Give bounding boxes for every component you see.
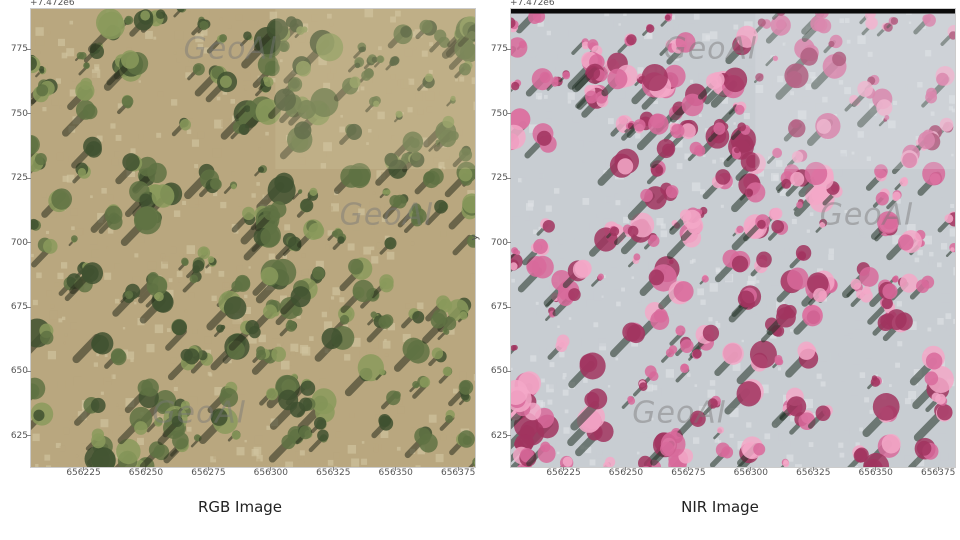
x-tick-mark	[875, 467, 876, 471]
y-offset-text: +7.472e6	[30, 0, 75, 8]
x-tick-mark	[270, 467, 271, 471]
y-tick-label: 750	[11, 109, 28, 119]
y-tick-mark	[507, 242, 511, 243]
y-tick-mark	[507, 178, 511, 179]
y-axis: y775750725700675650625	[0, 8, 30, 468]
x-tick-mark	[458, 467, 459, 471]
x-tick-mark	[83, 467, 84, 471]
x-tick-mark	[750, 467, 751, 471]
y-tick-mark	[27, 435, 31, 436]
y-tick-mark	[507, 49, 511, 50]
y-tick-label: 650	[491, 366, 508, 376]
figure-container: +7.472e6GeoAIGeoAIGeoAIy7757507257006756…	[0, 0, 960, 540]
x-axis: 6562256562506562756563006563256563506563…	[510, 468, 956, 482]
y-axis: y775750725700675650625	[480, 8, 510, 468]
y-tick-label: 650	[11, 366, 28, 376]
x-tick-mark	[688, 467, 689, 471]
x-tick-mark	[208, 467, 209, 471]
y-tick-label: 750	[491, 109, 508, 119]
x-tick-mark	[813, 467, 814, 471]
y-axis-label: y	[469, 235, 480, 241]
panel-nir: +7.472e6GeoAIGeoAIGeoAIy7757507257006756…	[480, 0, 960, 540]
y-tick-mark	[507, 435, 511, 436]
y-tick-label: 700	[11, 238, 28, 248]
y-tick-mark	[27, 178, 31, 179]
x-tick-mark	[145, 467, 146, 471]
axes-border	[30, 8, 476, 468]
y-tick-label: 775	[11, 44, 28, 54]
y-tick-label: 625	[491, 431, 508, 441]
y-tick-label: 775	[491, 44, 508, 54]
x-axis: 6562256562506562756563006563256563506563…	[30, 468, 476, 482]
y-tick-label: 625	[11, 431, 28, 441]
x-tick-mark	[938, 467, 939, 471]
panel-rgb: +7.472e6GeoAIGeoAIGeoAIy7757507257006756…	[0, 0, 480, 540]
y-tick-mark	[27, 307, 31, 308]
caption-rgb: RGB Image	[0, 498, 480, 516]
y-tick-label: 675	[491, 302, 508, 312]
y-offset-text: +7.472e6	[510, 0, 555, 8]
y-tick-label: 700	[491, 238, 508, 248]
y-tick-label: 725	[491, 173, 508, 183]
caption-nir: NIR Image	[480, 498, 960, 516]
y-tick-mark	[27, 113, 31, 114]
y-tick-mark	[507, 113, 511, 114]
x-tick-mark	[333, 467, 334, 471]
y-tick-mark	[507, 307, 511, 308]
x-tick-mark	[395, 467, 396, 471]
y-tick-label: 725	[11, 173, 28, 183]
y-tick-mark	[507, 371, 511, 372]
axes-border	[510, 8, 956, 468]
y-tick-mark	[27, 371, 31, 372]
y-tick-mark	[27, 49, 31, 50]
x-tick-mark	[625, 467, 626, 471]
y-tick-mark	[27, 242, 31, 243]
y-tick-label: 675	[11, 302, 28, 312]
x-tick-mark	[563, 467, 564, 471]
